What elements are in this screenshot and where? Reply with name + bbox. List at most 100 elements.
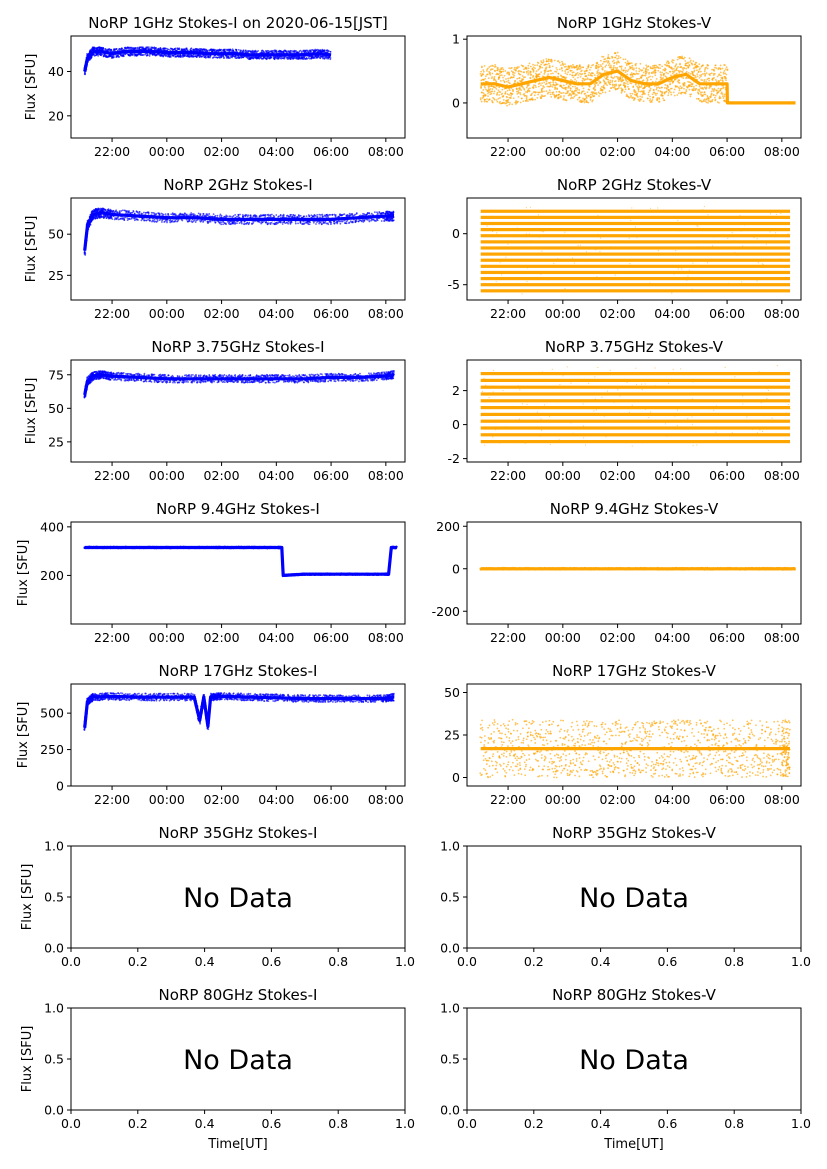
scatter-point <box>642 100 645 103</box>
scatter-point <box>616 88 619 90</box>
scatter-point <box>491 88 494 90</box>
scatter-point <box>726 68 729 71</box>
scatter-point <box>121 47 123 50</box>
scatter-point <box>607 80 610 83</box>
scatter-point <box>715 80 718 83</box>
scatter-point <box>538 75 541 78</box>
scatter-point <box>639 99 641 102</box>
scatter-point <box>685 76 688 79</box>
scatter-point <box>569 93 572 96</box>
scatter-point <box>227 55 230 58</box>
scatter-point <box>704 93 707 96</box>
scatter-point <box>709 96 712 99</box>
scatter-point <box>270 56 273 59</box>
scatter-point <box>506 89 509 92</box>
scatter-point <box>649 98 652 100</box>
scatter-point <box>701 79 704 81</box>
scatter-point <box>154 213 157 216</box>
scatter-point <box>146 52 149 55</box>
scatter-point <box>725 79 727 82</box>
scatter-point <box>649 87 652 90</box>
scatter-point <box>689 73 692 75</box>
scatter-point <box>604 58 607 60</box>
scatter-point <box>667 60 670 63</box>
scatter-point <box>586 77 589 80</box>
scatter-point <box>665 76 668 79</box>
scatter-point <box>532 69 535 72</box>
scatter-point <box>290 50 292 52</box>
scatter-point <box>588 69 591 71</box>
scatter-point <box>683 87 685 90</box>
scatter-point <box>702 88 705 90</box>
scatter-point <box>173 213 175 216</box>
scatter-point <box>555 66 558 69</box>
scatter-point <box>571 74 574 77</box>
scatter-point <box>117 54 119 57</box>
scatter-point <box>535 76 538 79</box>
y-tick-label: 20 <box>48 108 64 123</box>
scatter-point <box>650 67 653 70</box>
scatter-point <box>673 94 676 97</box>
scatter-point <box>695 61 698 64</box>
scatter-point <box>672 59 675 62</box>
scatter-point <box>665 90 668 93</box>
scatter-point <box>90 55 93 58</box>
scatter-point <box>584 72 587 75</box>
scatter-point <box>519 93 522 96</box>
scatter-point <box>583 70 586 73</box>
scatter-point <box>656 96 659 99</box>
scatter-point <box>547 62 550 65</box>
scatter-point <box>615 54 618 57</box>
scatter-point <box>725 66 728 69</box>
scatter-point <box>104 209 107 212</box>
scatter-point <box>658 98 661 100</box>
scatter-point <box>640 77 642 79</box>
scatter-point <box>547 73 550 76</box>
scatter-point <box>528 90 531 93</box>
scatter-point <box>672 71 675 74</box>
x-tick-label: 00:00 <box>149 144 185 159</box>
scatter-point <box>484 77 487 80</box>
scatter-point <box>560 64 562 67</box>
scatter-point <box>588 88 591 91</box>
scatter-point <box>630 82 633 85</box>
scatter-point <box>572 71 575 74</box>
scatter-point <box>626 60 629 63</box>
scatter-point <box>545 66 548 69</box>
panel-3: NoRP 2GHz Stokes-I22:00 00:00 02:00 04:00 06… <box>24 176 406 321</box>
scatter-point <box>497 97 500 100</box>
scatter-point <box>660 74 663 77</box>
scatter-point <box>647 91 650 94</box>
scatter-point <box>107 55 109 58</box>
scatter-point <box>547 70 550 73</box>
scatter-point <box>543 72 546 75</box>
scatter-point <box>645 67 648 70</box>
scatter-point <box>656 98 659 101</box>
data-series-1 <box>83 207 395 256</box>
scatter-point <box>638 77 641 80</box>
data-series-1 <box>479 51 796 107</box>
scatter-point <box>704 73 707 76</box>
scatter-point <box>484 94 487 96</box>
scatter-point <box>608 90 611 92</box>
scatter-point <box>142 217 145 220</box>
scatter-point <box>568 66 571 69</box>
scatter-point <box>527 64 530 67</box>
scatter-point <box>507 77 510 80</box>
scatter-point <box>169 54 172 57</box>
scatter-point <box>193 219 196 222</box>
scatter-point <box>125 209 128 212</box>
scatter-point <box>594 88 597 91</box>
scatter-point <box>575 89 578 92</box>
scatter-point <box>690 93 693 96</box>
scatter-point <box>184 212 186 215</box>
scatter-point <box>545 58 548 60</box>
scatter-point <box>555 94 558 97</box>
scatter-point <box>557 72 560 75</box>
scatter-point <box>655 94 657 96</box>
scatter-point <box>327 57 329 60</box>
scatter-point <box>546 92 549 95</box>
scatter-point <box>577 76 579 79</box>
scatter-point <box>574 78 576 81</box>
